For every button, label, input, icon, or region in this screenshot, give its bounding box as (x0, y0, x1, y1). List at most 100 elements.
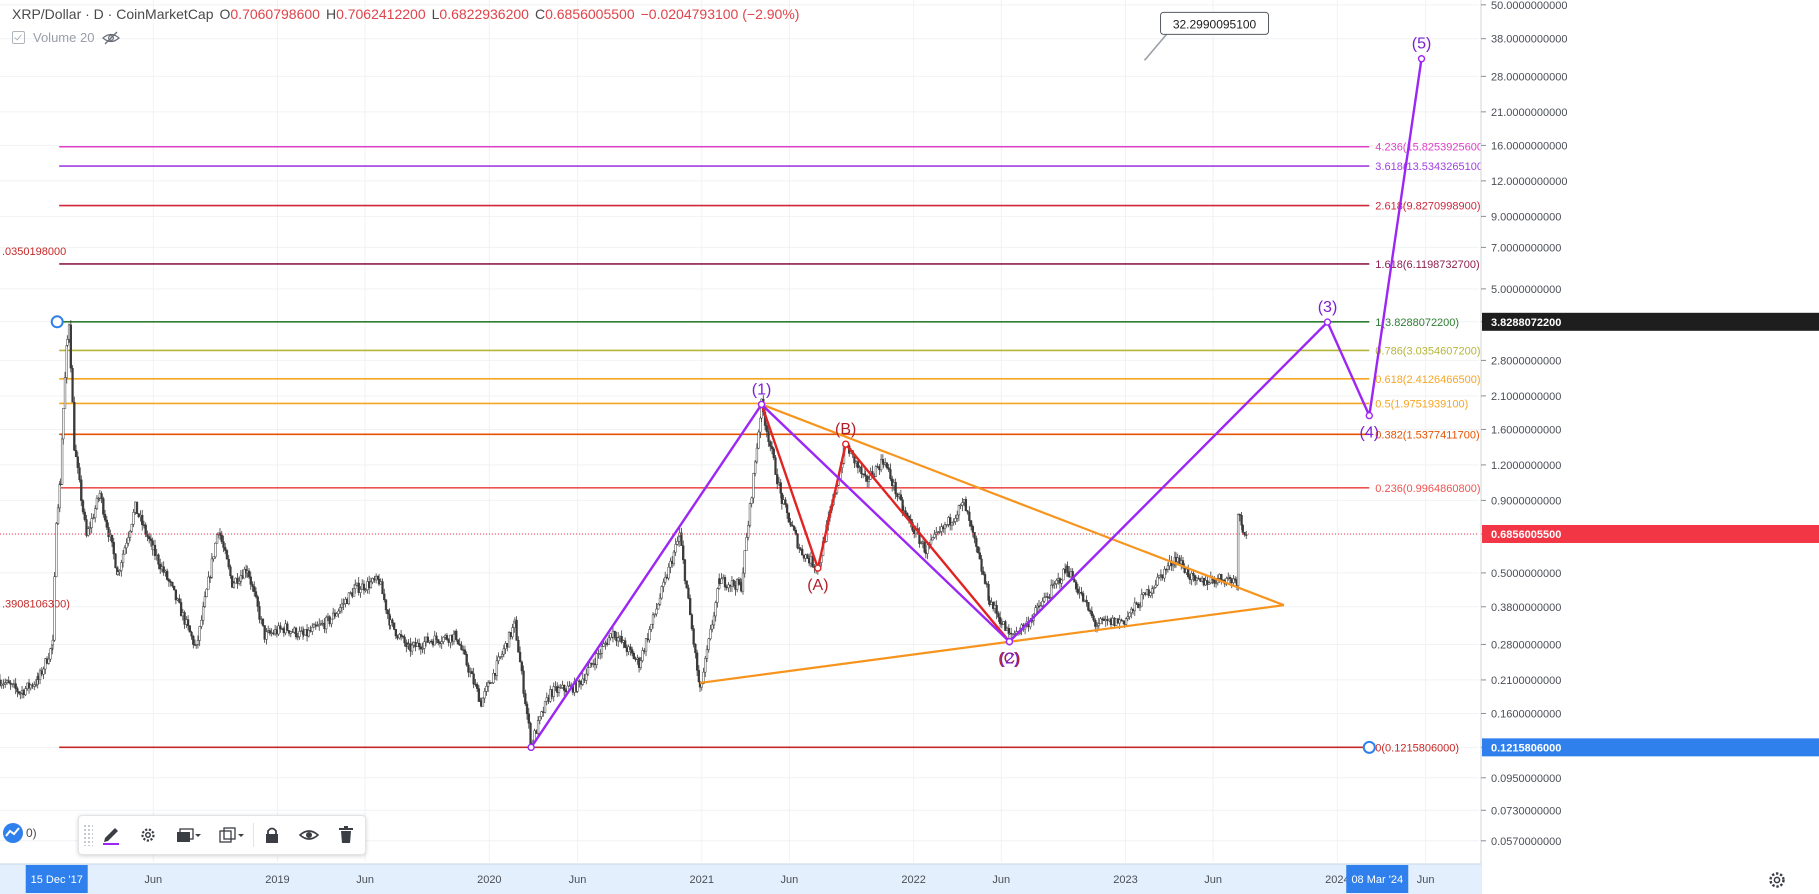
high-label: H (325, 6, 337, 22)
fib-anchor-handle[interactable] (1362, 740, 1376, 754)
elliott-impulse-wave[interactable]: (1) (2) (3) (4) (5) (527, 36, 1431, 752)
candle-body (330, 618, 333, 625)
visibility-button[interactable] (291, 816, 328, 854)
delete-button[interactable] (328, 816, 365, 854)
price-tick-label: 0.1600000000 (1491, 708, 1561, 720)
lock-button[interactable] (254, 816, 291, 854)
candle-body (475, 684, 479, 689)
candle-body (423, 641, 426, 649)
fib-anchor-handle[interactable] (50, 315, 64, 329)
candle-body (641, 650, 644, 661)
abc-correction-wave[interactable]: (A) (B) (C) (757, 400, 1021, 668)
candle-body (481, 697, 485, 707)
candle-body (376, 575, 380, 580)
candle-body (359, 589, 362, 593)
triangle-pattern[interactable] (699, 403, 1285, 684)
candle-body (772, 448, 775, 458)
toolbar-drag-handle[interactable] (83, 824, 93, 846)
axis-settings-button[interactable] (1766, 869, 1788, 891)
wave-point-handle[interactable] (757, 400, 766, 409)
price-tick-label: 16.0000000000 (1491, 140, 1567, 152)
trash-icon (339, 826, 354, 843)
time-tick-label: 2024 (1325, 874, 1349, 886)
candle-body (277, 625, 280, 635)
wave-point-handle[interactable] (1365, 411, 1373, 420)
price-highlight-badge[interactable] (1482, 738, 1819, 757)
eye-crossed-icon[interactable] (102, 31, 121, 45)
wave-point-handle[interactable] (1417, 55, 1426, 63)
time-highlight-badge[interactable] (25, 865, 88, 893)
candle-body (1156, 576, 1159, 586)
time-axis[interactable]: Jun 2019 Jun 2020 Jun 2021 Jun 2022 Jun 2023 Jun 20… (0, 863, 1481, 894)
candle-body (74, 449, 78, 458)
candle-body (657, 603, 660, 610)
candle-body (239, 575, 243, 582)
candle-body (1147, 589, 1150, 596)
candle-body (945, 524, 948, 526)
candle-body (639, 660, 642, 668)
triangle-upper-trendline[interactable] (761, 403, 1285, 607)
candle-body (69, 324, 72, 369)
candle-body (879, 458, 883, 471)
candle-body (789, 522, 792, 526)
time-tick-label: 2022 (901, 874, 925, 886)
symbol-title[interactable]: XRP/Dollar · D · CoinMarketCap (12, 6, 214, 22)
settings-button[interactable] (130, 816, 167, 854)
candle-body (632, 652, 636, 660)
time-tick-label: Jun (1204, 874, 1222, 886)
candle-body (750, 497, 753, 504)
wave-point-handle[interactable] (1005, 637, 1014, 646)
candle-body (207, 576, 210, 590)
fib-retracement[interactable]: 4.236(15.8253925600) 3.618(13.5343265100)… (2, 142, 1487, 755)
price-highlight-badge[interactable] (1482, 312, 1819, 331)
drawing-toolbar[interactable] (78, 815, 366, 855)
candle-body (568, 685, 571, 687)
wave-point-handle[interactable] (527, 743, 535, 752)
candle-body (268, 630, 272, 634)
chart-style-icon[interactable] (0, 822, 26, 844)
candle-body (183, 612, 186, 625)
candle-body (704, 658, 707, 673)
close-value: 0.6856005500 (545, 6, 635, 22)
abc-wave-line[interactable] (760, 404, 1011, 643)
collapsed-indicator-widget[interactable]: 0) (0, 822, 37, 844)
candle-body (1190, 573, 1193, 580)
candle-body (114, 553, 117, 569)
wave-point-handle[interactable] (814, 564, 822, 572)
time-tick-label: Jun (781, 874, 799, 886)
candle-body (71, 367, 74, 403)
wave-point-handle[interactable] (1323, 318, 1332, 326)
time-highlight-badge[interactable] (1346, 865, 1409, 893)
candle-body (38, 670, 42, 681)
candle-body (186, 619, 190, 627)
triangle-lower-trendline[interactable] (699, 604, 1285, 684)
candle-body (63, 377, 67, 409)
candle-body (279, 625, 282, 630)
candle-body (515, 619, 518, 641)
price-callout[interactable]: 32.2990095100 (1143, 11, 1270, 61)
annotations[interactable]: 32.2990095100 (1143, 11, 1270, 61)
price-axis[interactable]: 50.0000000000 38.0000000000 28.0000000000 2… (1480, 0, 1819, 894)
pencil-button[interactable] (93, 816, 130, 854)
layers-button[interactable] (167, 816, 210, 854)
impulse-wave-line[interactable] (530, 58, 1423, 749)
candle-body (208, 576, 212, 579)
candle-body (253, 586, 256, 592)
candle-body (417, 642, 421, 648)
candle-body (42, 668, 45, 675)
candle-body (1118, 619, 1121, 624)
candle-body (780, 493, 784, 504)
candle-body (103, 514, 107, 521)
candle-body (754, 461, 757, 474)
wave-point-handle[interactable] (842, 440, 850, 448)
candle-body (954, 518, 957, 522)
clone-button[interactable] (210, 816, 253, 854)
volume-toggle-checkbox[interactable] (12, 31, 25, 44)
candle-body (957, 505, 961, 516)
candle-body (588, 662, 591, 668)
candle-body (1075, 581, 1078, 590)
candle-body (578, 680, 581, 682)
price-highlight-badge[interactable] (1482, 524, 1819, 543)
